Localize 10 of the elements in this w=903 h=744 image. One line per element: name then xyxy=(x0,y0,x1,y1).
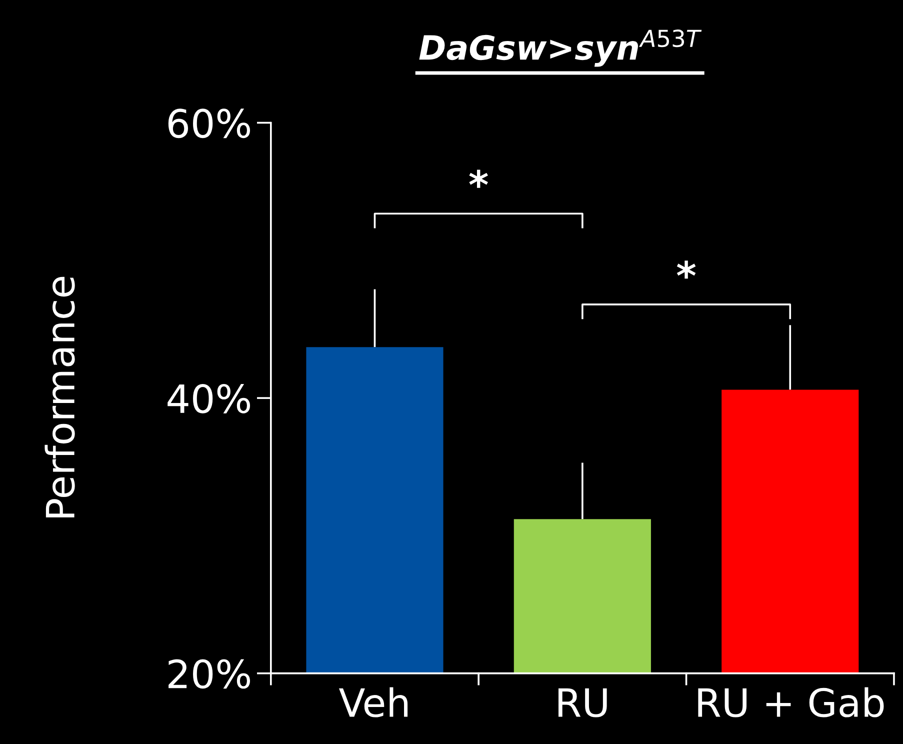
chart-title: DaGsw>syn$^{A53T}$ xyxy=(419,30,702,67)
x-tick-label: Veh xyxy=(338,687,408,718)
y-axis-title: Performance xyxy=(44,276,75,518)
x-tick-label: RU + Gab xyxy=(698,687,884,718)
y-tick-label: 20% xyxy=(168,659,250,689)
y-tick-label: 40% xyxy=(168,384,250,414)
annotation: * xyxy=(469,170,488,188)
x-tick-label: RU xyxy=(558,688,607,718)
annotation: * xyxy=(676,260,696,279)
y-tick-label: 60% xyxy=(168,108,250,138)
